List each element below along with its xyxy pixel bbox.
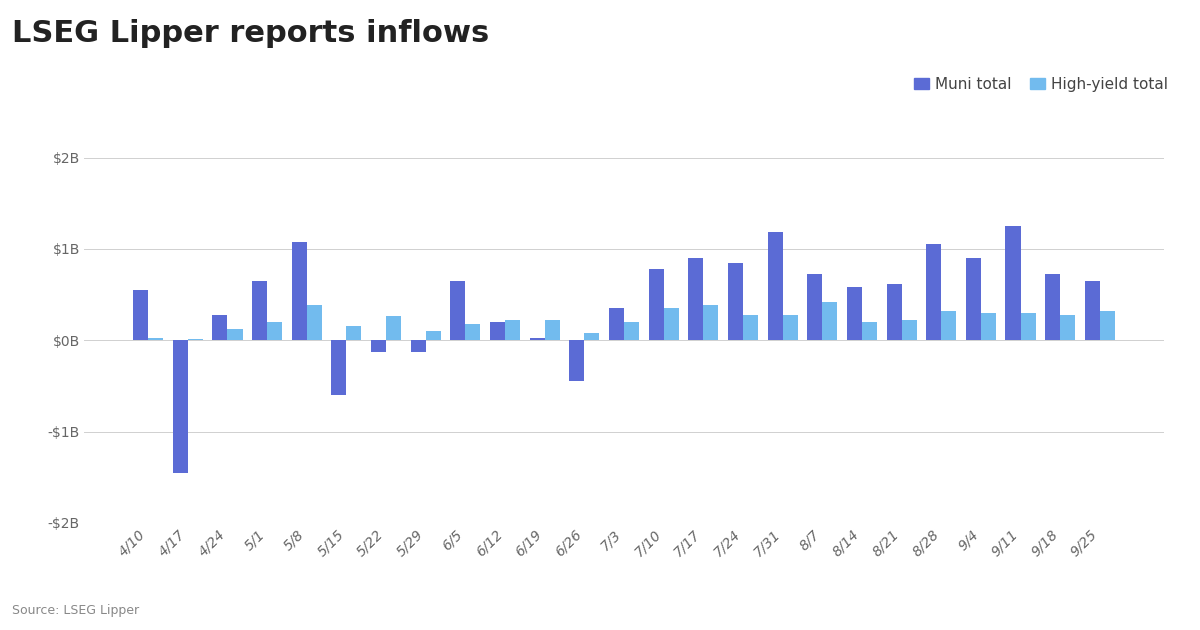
Bar	[926, 244, 941, 340]
Text: Source: LSEG Lipper: Source: LSEG Lipper	[12, 604, 139, 617]
Text: LSEG Lipper reports inflows: LSEG Lipper reports inflows	[12, 19, 490, 48]
Bar	[466, 324, 480, 340]
Bar	[529, 338, 545, 340]
Bar	[386, 316, 401, 340]
Bar	[1045, 275, 1060, 340]
Bar	[887, 284, 901, 340]
Bar	[1006, 226, 1020, 340]
Bar	[307, 306, 322, 340]
Bar	[1100, 311, 1115, 340]
Legend: Muni total, High-yield total: Muni total, High-yield total	[907, 71, 1175, 98]
Bar	[426, 331, 440, 340]
Bar	[648, 269, 664, 340]
Bar	[768, 232, 782, 340]
Bar	[728, 263, 743, 340]
Bar	[505, 320, 520, 340]
Bar	[148, 338, 163, 340]
Bar	[1060, 314, 1075, 340]
Bar	[703, 306, 719, 340]
Bar	[228, 329, 242, 340]
Bar	[901, 320, 917, 340]
Bar	[331, 340, 347, 395]
Bar	[212, 314, 228, 340]
Bar	[862, 322, 877, 340]
Bar	[347, 326, 361, 340]
Bar	[268, 322, 282, 340]
Bar	[822, 302, 838, 340]
Bar	[847, 287, 862, 340]
Bar	[173, 340, 188, 472]
Bar	[292, 241, 307, 340]
Bar	[371, 340, 386, 352]
Bar	[252, 281, 268, 340]
Bar	[808, 275, 822, 340]
Bar	[569, 340, 584, 381]
Bar	[410, 340, 426, 352]
Bar	[608, 308, 624, 340]
Bar	[782, 314, 798, 340]
Bar	[1020, 313, 1036, 340]
Bar	[743, 314, 758, 340]
Bar	[545, 320, 559, 340]
Bar	[490, 322, 505, 340]
Bar	[584, 333, 600, 340]
Bar	[941, 311, 956, 340]
Bar	[1085, 281, 1100, 340]
Bar	[980, 313, 996, 340]
Bar	[624, 322, 640, 340]
Bar	[133, 290, 148, 340]
Bar	[450, 281, 466, 340]
Bar	[689, 258, 703, 340]
Bar	[664, 308, 679, 340]
Bar	[966, 258, 980, 340]
